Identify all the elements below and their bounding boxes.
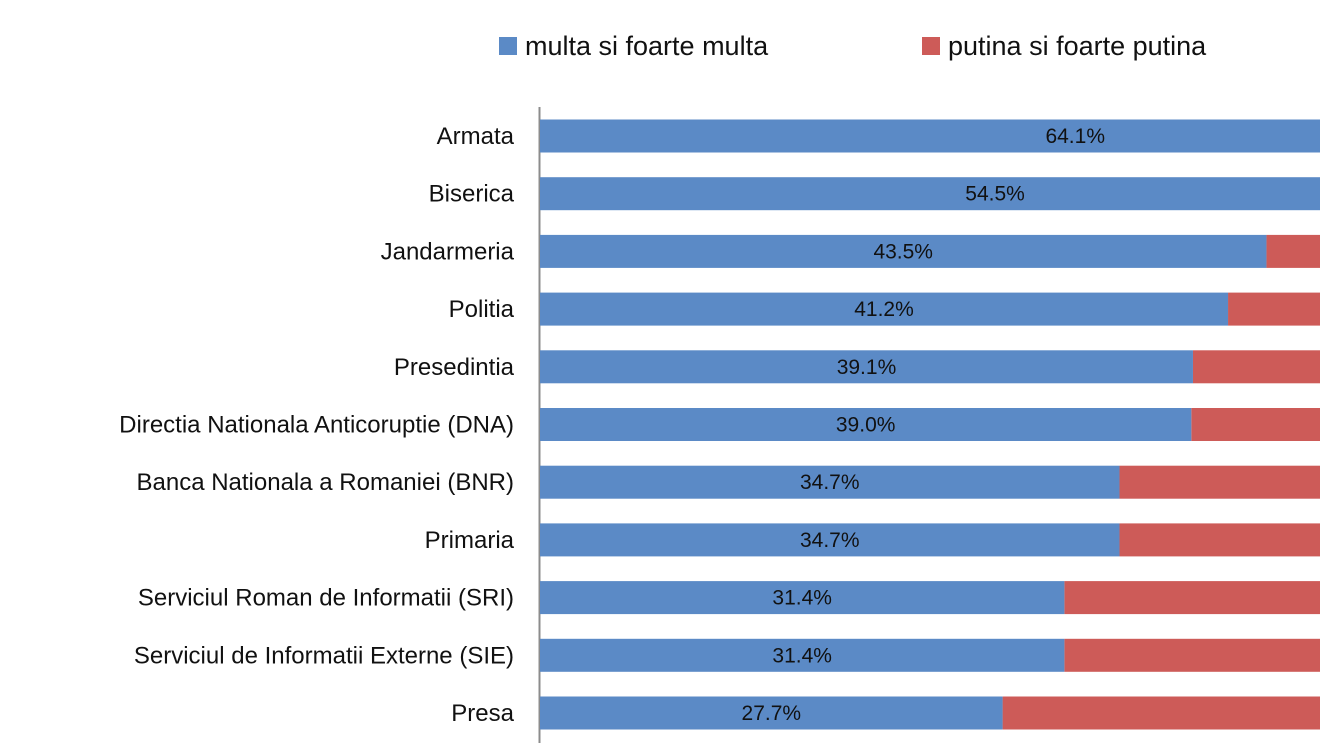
- category-label-banca-nationala-a-romaniei-bnr: Banca Nationala a Romaniei (BNR): [136, 469, 514, 496]
- bar-multa-directia-nationala-anticoruptie-dna: [540, 408, 1192, 441]
- bar-multa-presa: [540, 696, 1003, 730]
- bar-putina-primaria: [1119, 523, 1320, 557]
- value-label-serviciul-de-informatii-externe-sie: 31.4%: [772, 644, 832, 667]
- bar-putina-directia-nationala-anticoruptie-dna: [1191, 408, 1320, 441]
- category-label-serviciul-roman-de-informatii-sri: Serviciul Roman de Informatii (SRI): [138, 585, 514, 612]
- bar-multa-armata: [540, 119, 1320, 153]
- bar-multa-biserica: [540, 177, 1320, 211]
- category-label-presa: Presa: [451, 700, 514, 727]
- value-label-presa: 27.7%: [742, 702, 802, 725]
- bar-multa-serviciul-de-informatii-externe-sie: [540, 638, 1065, 672]
- legend-swatch-putina: [922, 37, 940, 55]
- bar-putina-presa: [1002, 696, 1320, 730]
- value-label-jandarmeria: 43.5%: [873, 240, 933, 263]
- legend-label-multa: multa si foarte multa: [525, 31, 769, 61]
- bar-multa-banca-nationala-a-romaniei-bnr: [540, 465, 1120, 499]
- plot-area: Armata 64.1% Biserica 54.5% Jandarmeria 43.5%…: [119, 119, 1320, 730]
- category-label-politia: Politia: [449, 296, 515, 323]
- value-label-armata: 64.1%: [1045, 125, 1105, 148]
- bar-putina-serviciul-roman-de-informatii-sri: [1064, 581, 1320, 615]
- bar-putina-jandarmeria: [1266, 234, 1320, 268]
- category-label-directia-nationala-anticoruptie-dna: Directia Nationala Anticoruptie (DNA): [119, 412, 514, 439]
- value-label-politia: 41.2%: [854, 298, 914, 321]
- bar-multa-jandarmeria: [540, 234, 1267, 268]
- bar-putina-banca-nationala-a-romaniei-bnr: [1119, 465, 1320, 499]
- legend-label-putina: putina si foarte putina: [948, 31, 1207, 61]
- category-label-jandarmeria: Jandarmeria: [381, 238, 515, 265]
- bar-multa-serviciul-roman-de-informatii-sri: [540, 581, 1065, 615]
- value-label-serviciul-roman-de-informatii-sri: 31.4%: [772, 587, 832, 610]
- category-label-biserica: Biserica: [429, 181, 515, 208]
- category-label-armata: Armata: [437, 123, 515, 150]
- bar-multa-primaria: [540, 523, 1120, 557]
- bar-putina-politia: [1228, 292, 1320, 326]
- category-label-primaria: Primaria: [425, 527, 515, 554]
- bar-putina-presedintia: [1192, 350, 1320, 384]
- bar-multa-presedintia: [540, 350, 1193, 384]
- value-label-biserica: 54.5%: [965, 183, 1025, 206]
- category-label-serviciul-de-informatii-externe-sie: Serviciul de Informatii Externe (SIE): [134, 642, 514, 669]
- bar-putina-serviciul-de-informatii-externe-sie: [1064, 638, 1320, 672]
- legend-swatch-multa: [499, 37, 517, 55]
- value-label-presedintia: 39.1%: [837, 356, 897, 379]
- value-label-primaria: 34.7%: [800, 529, 860, 552]
- bar-multa-politia: [540, 292, 1229, 326]
- category-label-presedintia: Presedintia: [394, 354, 515, 381]
- value-label-directia-nationala-anticoruptie-dna: 39.0%: [836, 414, 896, 437]
- value-label-banca-nationala-a-romaniei-bnr: 34.7%: [800, 471, 860, 494]
- legend: multa si foarte multa putina si foarte p…: [499, 31, 1207, 61]
